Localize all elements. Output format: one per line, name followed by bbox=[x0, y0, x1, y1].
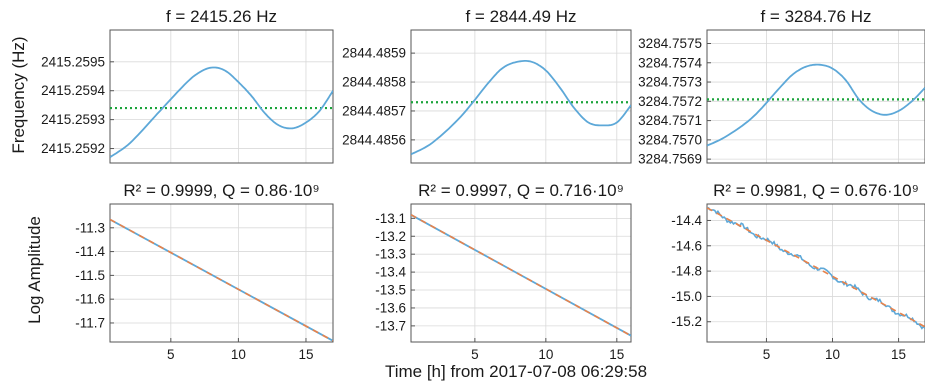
x-tick-label: 10 bbox=[825, 347, 840, 362]
y-tick-label: 3284.7575 bbox=[638, 36, 702, 51]
x-tick-label: 15 bbox=[609, 347, 624, 362]
x-axis-label: Time [h] from 2017-07-08 06:29:58 bbox=[385, 362, 647, 381]
axes-frame bbox=[109, 203, 334, 343]
y-tick-label: 2415.2594 bbox=[41, 83, 105, 98]
y-tick-label: -11.6 bbox=[75, 292, 105, 307]
y-tick-label: 3284.7569 bbox=[638, 152, 702, 167]
y-tick-label: -13.4 bbox=[375, 265, 406, 280]
panel-6: R² = 0.9981, Q = 0.676·10⁹ -14.4 -14.6 -14.… bbox=[671, 181, 925, 362]
y-tick-label: -11.7 bbox=[75, 315, 105, 330]
fit-line bbox=[411, 214, 631, 337]
y-tick-label: 2844.4856 bbox=[342, 132, 406, 147]
panel-1: f = 2415.26 Hz 2415.2595 2415.2594 2415.259… bbox=[41, 7, 334, 164]
y-tick-label: 3284.7572 bbox=[638, 94, 702, 109]
x-tick-label: 10 bbox=[538, 347, 553, 362]
axes-frame bbox=[109, 29, 334, 164]
y-tick-label: -13.6 bbox=[375, 300, 406, 315]
y-tick-label: -11.5 bbox=[75, 268, 105, 283]
y-tick-label: -13.5 bbox=[375, 283, 406, 298]
panel-title: R² = 0.9981, Q = 0.676·10⁹ bbox=[713, 181, 919, 200]
axes-frame bbox=[706, 29, 925, 164]
series-line bbox=[411, 60, 631, 156]
y-tick-label: -14.6 bbox=[671, 238, 702, 253]
panel-title: R² = 0.9997, Q = 0.716·10⁹ bbox=[418, 181, 624, 200]
y-tick-label: -13.2 bbox=[375, 229, 406, 244]
panel-3: f = 3284.76 Hz 3284.7575 3284.7574 3284.757… bbox=[638, 7, 925, 167]
x-tick-label: 5 bbox=[167, 347, 175, 362]
series-line bbox=[110, 66, 333, 158]
y-tick-label: -15.2 bbox=[671, 314, 702, 329]
panel-title: R² = 0.9999, Q = 0.86·10⁹ bbox=[123, 181, 319, 200]
y-tick-label: -14.4 bbox=[671, 213, 702, 228]
x-tick-label: 5 bbox=[471, 347, 479, 362]
x-tick-label: 10 bbox=[231, 347, 246, 362]
y-tick-label: 2415.2595 bbox=[41, 54, 105, 69]
y-tick-label: -13.3 bbox=[375, 247, 406, 262]
series-line bbox=[707, 63, 925, 147]
axes-frame bbox=[410, 203, 632, 343]
panel-5: R² = 0.9997, Q = 0.716·10⁹ -13.1 -13.2 -13.… bbox=[375, 181, 632, 362]
panel-4: R² = 0.9999, Q = 0.86·10⁹ -11.3 -11.4 -11.5… bbox=[75, 181, 334, 362]
panel-title: f = 2415.26 Hz bbox=[166, 7, 277, 26]
y-tick-label: 2415.2592 bbox=[41, 141, 105, 156]
y-tick-label: 3284.7574 bbox=[638, 55, 702, 70]
x-tick-label: 15 bbox=[298, 347, 313, 362]
y-tick-label: 3284.7571 bbox=[638, 113, 702, 128]
x-tick-label: 5 bbox=[763, 347, 771, 362]
panel-title: f = 2844.49 Hz bbox=[465, 7, 576, 26]
x-tick-label: 15 bbox=[891, 347, 906, 362]
top-row-y-axis-label: Frequency (Hz) bbox=[9, 36, 28, 153]
y-tick-label: 2844.4857 bbox=[342, 103, 406, 118]
y-tick-label: -15.0 bbox=[671, 289, 702, 304]
y-tick-label: 3284.7570 bbox=[638, 132, 702, 147]
y-tick-label: -11.4 bbox=[75, 244, 105, 259]
fit-line bbox=[110, 218, 333, 342]
y-tick-label: -14.8 bbox=[671, 264, 702, 279]
axes-frame bbox=[706, 203, 925, 343]
panel-title: f = 3284.76 Hz bbox=[760, 7, 871, 26]
y-tick-label: -11.3 bbox=[75, 220, 105, 235]
bottom-row-y-axis-label: Log Amplitude bbox=[25, 216, 44, 324]
y-tick-label: 3284.7573 bbox=[638, 75, 702, 90]
y-tick-label: 2844.4859 bbox=[342, 46, 406, 61]
y-tick-label: -13.1 bbox=[375, 211, 406, 226]
y-tick-label: 2415.2593 bbox=[41, 112, 105, 127]
fit-line bbox=[707, 207, 925, 328]
axes-frame bbox=[410, 29, 632, 164]
y-tick-label: 2844.4858 bbox=[342, 75, 406, 90]
y-tick-label: -13.7 bbox=[375, 318, 406, 333]
panel-2: f = 2844.49 Hz 2844.4859 2844.4858 2844.485… bbox=[342, 7, 632, 164]
